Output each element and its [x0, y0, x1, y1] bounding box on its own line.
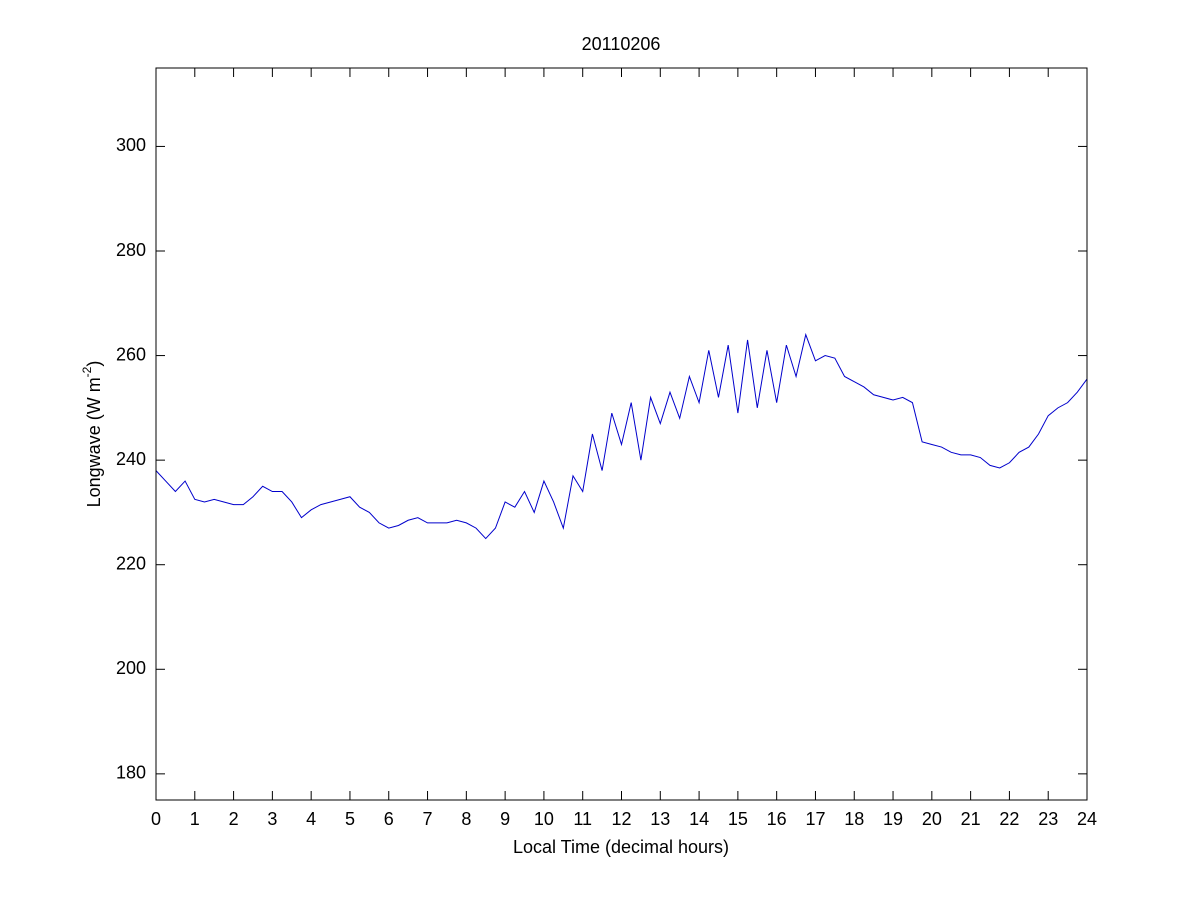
- chart-title: 20110206: [582, 34, 661, 54]
- y-axis-label: Longwave (W m-2): [80, 361, 104, 508]
- x-tick-label: 20: [922, 809, 942, 829]
- x-tick-label: 15: [728, 809, 748, 829]
- x-tick-label: 17: [805, 809, 825, 829]
- y-label-superscript: -2: [80, 366, 94, 377]
- x-tick-label: 8: [461, 809, 471, 829]
- x-tick-label: 12: [611, 809, 631, 829]
- y-tick-label: 300: [116, 135, 146, 155]
- x-tick-label: 21: [961, 809, 981, 829]
- x-tick-label: 18: [844, 809, 864, 829]
- x-tick-label: 13: [650, 809, 670, 829]
- y-label-text: Longwave (W m: [84, 377, 104, 507]
- x-tick-label: 16: [767, 809, 787, 829]
- y-tick-label: 280: [116, 240, 146, 260]
- x-tick-label: 0: [151, 809, 161, 829]
- x-tick-label: 6: [384, 809, 394, 829]
- y-tick-label: 180: [116, 763, 146, 783]
- y-tick-label: 200: [116, 658, 146, 678]
- plot-area: [155, 332, 1088, 540]
- x-tick-label: 11: [573, 809, 592, 829]
- y-tick-label: 260: [116, 344, 146, 364]
- x-tick-label: 5: [345, 809, 355, 829]
- x-tick-label: 4: [306, 809, 316, 829]
- x-tick-label: 19: [883, 809, 903, 829]
- x-tick-label: 2: [229, 809, 239, 829]
- y-tick-label: 240: [116, 449, 146, 469]
- x-tick-label: 22: [999, 809, 1019, 829]
- x-tick-label: 3: [267, 809, 277, 829]
- x-tick-label: 14: [689, 809, 709, 829]
- x-axis-label: Local Time (decimal hours): [513, 837, 729, 857]
- y-label-suffix: ): [84, 361, 104, 367]
- x-tick-label: 9: [500, 809, 510, 829]
- y-tick-label: 220: [116, 553, 146, 573]
- x-tick-label: 1: [190, 809, 200, 829]
- x-tick-label: 7: [423, 809, 433, 829]
- x-tick-label: 10: [534, 809, 554, 829]
- x-tick-label: 23: [1038, 809, 1058, 829]
- x-tick-label: 24: [1077, 809, 1097, 829]
- data-line: [155, 332, 1088, 540]
